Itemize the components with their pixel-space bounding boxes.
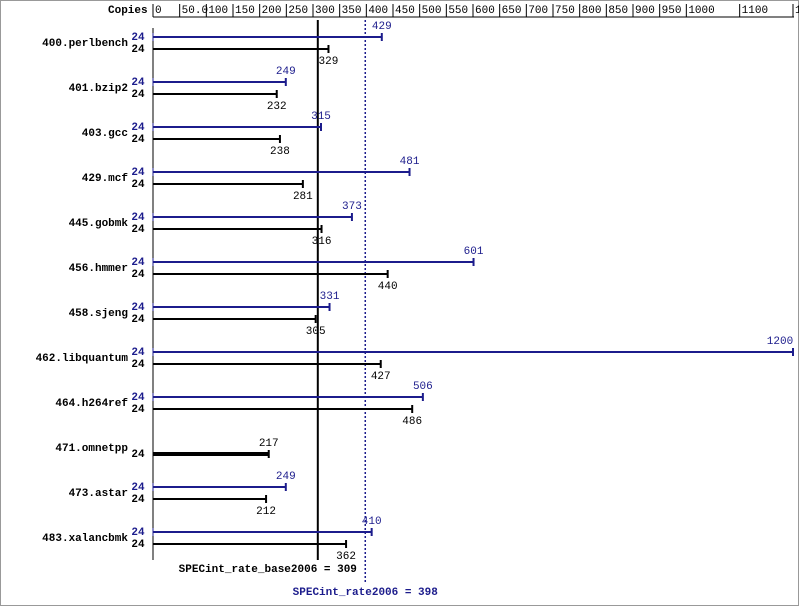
value-label: 329 [319,56,339,68]
copies-value: 24 [131,77,145,89]
x-tick-label: 700 [528,5,548,17]
value-label: 373 [342,201,362,213]
copies-value: 24 [131,347,145,359]
x-tick-label: 400 [368,5,388,17]
category-label: 400.perlbench [42,38,128,50]
category-label: 456.hmmer [69,263,128,275]
category-label: 458.sjeng [69,308,128,320]
value-label: 362 [336,551,356,563]
category-label: 429.mcf [82,173,129,185]
x-tick-label: 1100 [742,5,768,17]
value-label: 1200 [767,336,793,348]
category-label: 464.h264ref [55,398,128,410]
value-label: 305 [306,326,326,338]
value-label: 440 [378,281,398,293]
x-tick-label: 850 [608,5,628,17]
category-label: 462.libquantum [36,353,129,365]
reference-label: SPECint_rate_base2006 = 309 [179,564,357,576]
x-tick-label: 950 [662,5,682,17]
value-label: 212 [256,506,276,518]
copies-value: 24 [131,212,145,224]
copies-value: 24 [131,32,145,44]
category-label: 473.astar [69,488,128,500]
copies-value: 24 [131,224,145,236]
x-tick-label: 750 [555,5,575,17]
x-tick-label: 800 [582,5,602,17]
value-label: 429 [372,21,392,33]
copies-value: 24 [131,314,145,326]
copies-value: 24 [131,122,145,134]
copies-value: 24 [131,539,145,551]
value-label: 427 [371,371,391,383]
copies-value: 24 [131,269,145,281]
x-tick-label: 50.0 [182,5,208,17]
value-label: 506 [413,381,433,393]
x-tick-label: 450 [395,5,415,17]
copies-label: Copies [108,5,148,17]
category-label: 403.gcc [82,128,128,140]
x-tick-label: 1200 [795,5,799,17]
value-label: 331 [320,291,340,303]
copies-value: 24 [131,179,145,191]
x-tick-label: 150 [235,5,255,17]
copies-value: 24 [131,167,145,179]
category-label: 445.gobmk [69,218,129,230]
reference-label: SPECint_rate2006 = 398 [293,587,439,599]
value-label: 281 [293,191,313,203]
x-tick-label: 350 [342,5,362,17]
copies-value: 24 [131,527,145,539]
value-label: 238 [270,146,290,158]
x-tick-label: 300 [315,5,335,17]
copies-value: 24 [131,44,145,56]
x-tick-label: 500 [422,5,442,17]
x-tick-label: 550 [448,5,468,17]
x-tick-label: 1000 [688,5,714,17]
value-label: 486 [402,416,422,428]
value-label: 315 [311,111,331,123]
copies-value: 24 [131,482,145,494]
value-label: 316 [312,236,332,248]
x-tick-label: 100 [208,5,228,17]
value-label: 217 [259,438,279,450]
value-label: 249 [276,471,296,483]
copies-value: 24 [131,359,145,371]
category-label: 471.omnetpp [55,443,128,455]
value-label: 249 [276,66,296,78]
category-label: 483.xalancbmk [42,533,128,545]
category-label: 401.bzip2 [69,83,128,95]
x-tick-label: 650 [502,5,522,17]
copies-value: 24 [131,257,145,269]
copies-value: 24 [131,449,145,461]
value-label: 601 [464,246,484,258]
x-tick-label: 200 [262,5,282,17]
value-label: 410 [362,516,382,528]
x-tick-label: 0 [155,5,162,17]
x-tick-label: 250 [288,5,308,17]
copies-value: 24 [131,302,145,314]
copies-value: 24 [131,89,145,101]
value-label: 232 [267,101,287,113]
x-tick-label: 900 [635,5,655,17]
copies-value: 24 [131,392,145,404]
copies-value: 24 [131,134,145,146]
value-label: 481 [400,156,420,168]
copies-value: 24 [131,404,145,416]
x-tick-label: 600 [475,5,495,17]
copies-value: 24 [131,494,145,506]
